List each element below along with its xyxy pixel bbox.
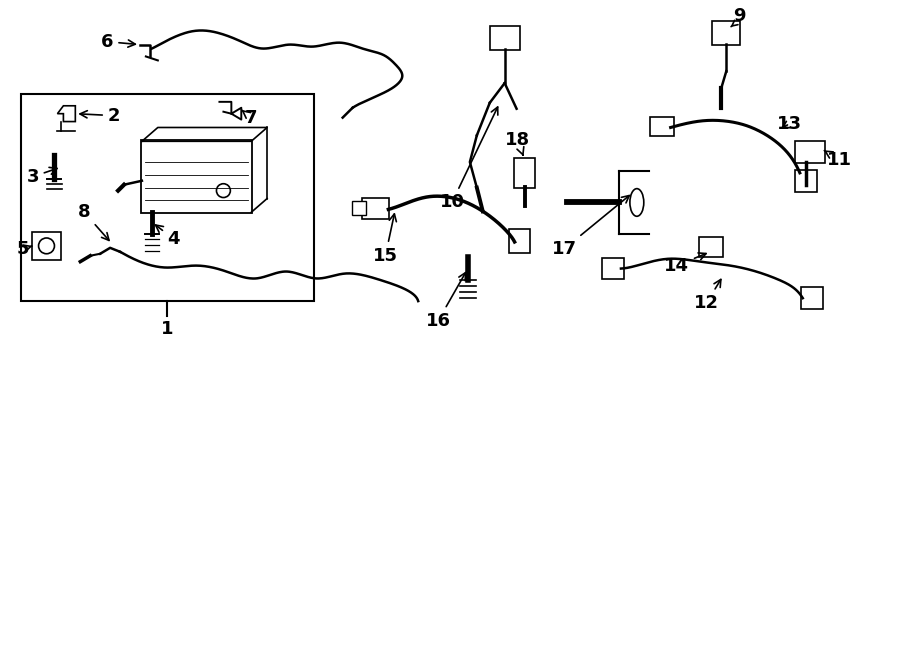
FancyBboxPatch shape [508, 229, 530, 253]
Text: 17: 17 [552, 196, 629, 258]
Text: 5: 5 [16, 240, 32, 258]
FancyBboxPatch shape [32, 232, 61, 260]
FancyBboxPatch shape [699, 237, 724, 256]
FancyBboxPatch shape [650, 116, 673, 136]
FancyBboxPatch shape [141, 140, 252, 214]
FancyBboxPatch shape [514, 158, 536, 188]
FancyBboxPatch shape [795, 141, 824, 163]
Text: 11: 11 [824, 151, 852, 169]
FancyBboxPatch shape [713, 21, 740, 45]
Text: 18: 18 [505, 132, 530, 155]
FancyBboxPatch shape [362, 198, 390, 219]
Text: 1: 1 [161, 320, 174, 338]
FancyBboxPatch shape [352, 202, 365, 215]
Text: 8: 8 [78, 204, 109, 241]
Text: 7: 7 [242, 108, 257, 127]
Text: 3: 3 [26, 167, 57, 186]
Bar [21, 94, 314, 301]
Text: 16: 16 [426, 272, 465, 330]
Text: 15: 15 [373, 214, 398, 265]
Text: 10: 10 [439, 107, 498, 212]
Text: 13: 13 [778, 114, 803, 133]
Text: 2: 2 [80, 106, 121, 125]
Text: 6: 6 [101, 32, 135, 51]
FancyBboxPatch shape [801, 288, 823, 309]
FancyBboxPatch shape [490, 26, 519, 50]
Ellipse shape [630, 188, 644, 216]
Text: 14: 14 [664, 253, 707, 274]
Text: 4: 4 [156, 225, 180, 248]
Text: 9: 9 [734, 7, 746, 25]
Text: 12: 12 [694, 280, 721, 312]
FancyBboxPatch shape [795, 170, 816, 192]
FancyBboxPatch shape [602, 258, 624, 280]
Polygon shape [58, 106, 76, 122]
